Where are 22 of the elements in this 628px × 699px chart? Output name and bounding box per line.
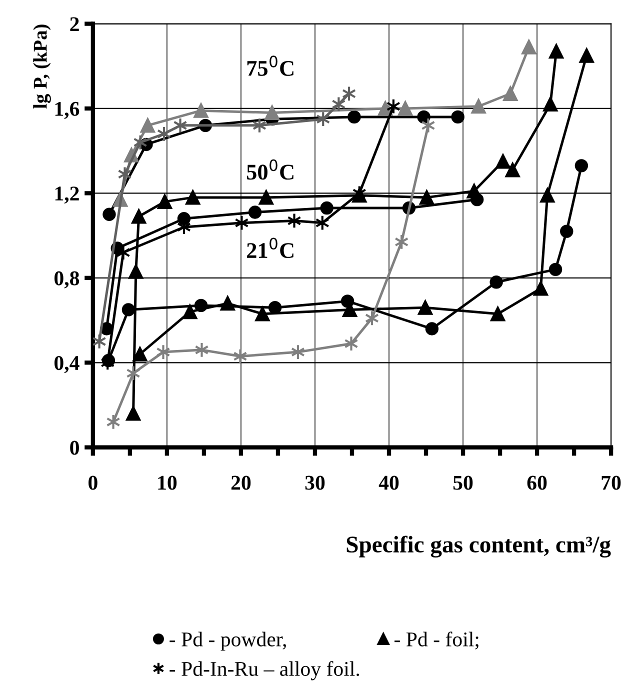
x-tick-label: 70 bbox=[602, 476, 621, 490]
y-tick-label: 1,2 bbox=[55, 186, 79, 204]
y-tick-label: 0 bbox=[70, 440, 79, 455]
x-tick-label: 50 bbox=[453, 476, 473, 490]
y-axis-title: lg P, (kPa) bbox=[33, 24, 51, 109]
legend-label: - Pd - powder, bbox=[170, 632, 286, 651]
x-tick-label: 30 bbox=[305, 476, 325, 490]
y-tick-label: 2 bbox=[70, 17, 79, 31]
y-tick-label: 0,4 bbox=[54, 356, 80, 374]
x-tick-label: 60 bbox=[527, 476, 547, 490]
y-tick-label: 1,6 bbox=[55, 102, 80, 119]
annotation: 21$^{0}$C bbox=[247, 238, 294, 258]
x-axis-title: Specific gas content, cm³/g bbox=[346, 536, 611, 558]
x-tick-label: 20 bbox=[231, 476, 251, 490]
x-tick-label: 0 bbox=[88, 476, 98, 490]
legend-label: - Pd - foil; bbox=[394, 632, 478, 650]
x-tick-label: 40 bbox=[378, 476, 399, 490]
legend-label: - Pd-In-Ru – alloy foil. bbox=[170, 661, 360, 680]
x-tick-label: 10 bbox=[158, 476, 177, 490]
annotation: 75$^{0}$C bbox=[247, 56, 294, 76]
y-tick-label: 0,8 bbox=[54, 271, 80, 288]
annotation: 50$^{0}$C bbox=[246, 159, 294, 180]
